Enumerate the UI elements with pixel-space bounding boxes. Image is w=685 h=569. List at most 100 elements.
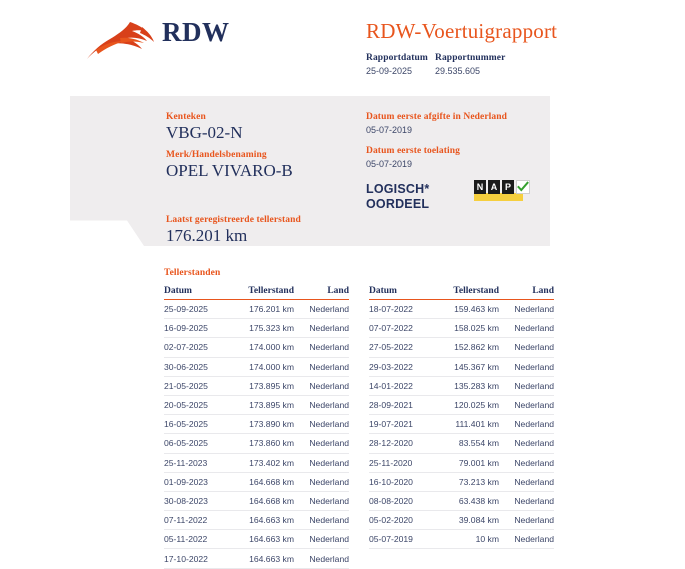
cell-land: Nederland [499,299,554,320]
cell-land: Nederland [294,395,349,416]
table-row: 02-07-2025 174.000 km Nederland [164,337,349,358]
cell-tellerstand: 158.025 km [437,318,499,339]
green-check-icon [516,180,530,194]
cell-tellerstand: 174.000 km [232,357,294,377]
cell-datum: 05-11-2022 [164,529,232,550]
table-row: 07-11-2022 164.663 km Nederland [164,510,349,531]
table-row: 06-05-2025 173.860 km Nederland [164,433,349,454]
table-row: 05-11-2022 164.663 km Nederland [164,529,349,550]
report-header: RDW RDW-Voertuigrapport Rapportdatum 25-… [0,0,685,92]
cell-tellerstand: 173.890 km [232,414,294,435]
report-number-label: Rapportnummer [435,53,506,63]
verdict-line-2: OORDEEL [366,197,430,211]
cell-datum: 06-05-2025 [164,433,232,454]
table-row: 21-05-2025 173.895 km Nederland [164,376,349,396]
cell-land: Nederland [294,510,349,531]
col-header-datum: Datum [369,286,437,300]
cell-tellerstand: 173.860 km [232,433,294,454]
cell-datum: 05-02-2020 [369,510,437,531]
table-row: 01-09-2023 164.668 km Nederland [164,472,349,492]
rdw-feather-logo-icon [84,18,162,64]
table-row: 30-08-2023 164.668 km Nederland [164,491,349,512]
vehicle-dates-column: Datum eerste afgifte in Nederland 05-07-… [366,112,550,180]
nap-logo-icon: N A P [474,180,530,204]
table-row: 05-07-2019 10 km Nederland [369,529,554,550]
verdict-line-1: LOGISCH* [366,182,430,196]
cell-land: Nederland [294,548,349,569]
cell-tellerstand: 173.895 km [232,376,294,396]
section-title: Tellerstanden [164,268,221,278]
col-header-land: Land [499,286,554,300]
nap-letter-n: N [474,180,486,194]
cell-tellerstand: 39.084 km [437,510,499,531]
cell-datum: 16-09-2025 [164,318,232,339]
table-row: 28-12-2020 83.554 km Nederland [369,433,554,454]
cell-tellerstand: 176.201 km [232,299,294,320]
last-mileage-block: Laatst geregistreerde tellerstand 176.20… [166,215,366,246]
cell-tellerstand: 111.401 km [437,414,499,435]
table-header-row: Datum Tellerstand Land [369,286,554,300]
table-row: 19-07-2021 111.401 km Nederland [369,414,554,435]
cell-land: Nederland [294,299,349,320]
cell-tellerstand: 164.663 km [232,510,294,531]
cell-tellerstand: 174.000 km [232,337,294,358]
cell-tellerstand: 135.283 km [437,376,499,396]
last-mileage-value: 176.201 km [166,226,248,245]
cell-land: Nederland [294,433,349,454]
cell-land: Nederland [499,376,554,396]
table-row: 25-11-2020 79.001 km Nederland [369,453,554,473]
cell-land: Nederland [499,433,554,454]
cell-datum: 28-09-2021 [369,395,437,416]
nap-letter-p: P [502,180,514,194]
cell-datum: 25-11-2023 [164,453,232,473]
merk-value: OPEL VIVARO-B [166,161,293,180]
cell-tellerstand: 173.895 km [232,395,294,416]
table-row: 27-05-2022 152.862 km Nederland [369,337,554,358]
cell-tellerstand: 164.663 km [232,529,294,550]
cell-datum: 01-09-2023 [164,472,232,492]
cell-datum: 29-03-2022 [369,357,437,377]
cell-datum: 05-07-2019 [369,529,437,550]
cell-land: Nederland [294,472,349,492]
cell-datum: 07-07-2022 [369,318,437,339]
mileage-table-left: Datum Tellerstand Land 25-09-2025 176.201… [164,286,349,569]
cell-tellerstand: 159.463 km [437,299,499,320]
cell-land: Nederland [499,529,554,550]
table-row: 28-09-2021 120.025 km Nederland [369,395,554,416]
cell-datum: 16-05-2025 [164,414,232,435]
cell-datum: 07-11-2022 [164,510,232,531]
kenteken-value: VBG-02-N [166,123,243,142]
vehicle-summary-panel: Kenteken VBG-02-N Merk/Handelsbenaming O… [70,96,550,246]
cell-land: Nederland [499,510,554,531]
cell-land: Nederland [499,491,554,512]
cell-tellerstand: 79.001 km [437,453,499,473]
cell-land: Nederland [294,376,349,396]
cell-tellerstand: 164.668 km [232,472,294,492]
table-row: 16-10-2020 73.213 km Nederland [369,472,554,492]
cell-tellerstand: 173.402 km [232,453,294,473]
cell-datum: 02-07-2025 [164,337,232,358]
col-header-tellerstand: Tellerstand [232,286,294,300]
merk-label: Merk/Handelsbenaming [166,150,267,160]
page-title: RDW-Voertuigrapport [366,19,558,43]
cell-land: Nederland [499,472,554,492]
cell-datum: 30-08-2023 [164,491,232,512]
table-header-row: Datum Tellerstand Land [164,286,349,300]
table-row: 16-09-2025 175.323 km Nederland [164,318,349,339]
mileage-table-right-body: 18-07-2022 159.463 km Nederland 07-07-2022 1… [369,299,554,550]
cell-land: Nederland [294,491,349,512]
last-mileage-label: Laatst geregistreerde tellerstand [166,215,301,225]
cell-datum: 17-10-2022 [164,548,232,569]
cell-tellerstand: 83.554 km [437,433,499,454]
vehicle-identity-column: Kenteken VBG-02-N Merk/Handelsbenaming O… [166,112,366,246]
table-row: 05-02-2020 39.084 km Nederland [369,510,554,531]
cell-land: Nederland [499,453,554,473]
nap-letter-row: N A P [474,180,530,194]
cell-datum: 30-06-2025 [164,357,232,377]
table-row: 30-06-2025 174.000 km Nederland [164,357,349,377]
cell-tellerstand: 145.367 km [437,357,499,377]
report-number-value: 29.535.605 [435,66,481,76]
report-date-value: 25-09-2025 [366,66,413,76]
table-row: 29-03-2022 145.367 km Nederland [369,357,554,377]
table-row: 16-05-2025 173.890 km Nederland [164,414,349,435]
